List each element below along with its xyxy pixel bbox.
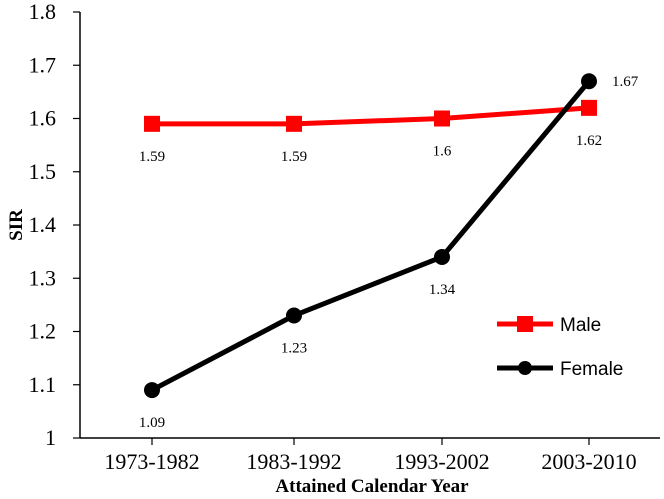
female-data-label: 1.09 — [139, 415, 165, 431]
female-data-label: 1.23 — [281, 341, 307, 357]
y-tick-label: 1.7 — [29, 52, 57, 77]
male-series-line — [152, 105, 590, 127]
male-data-point — [434, 110, 450, 127]
male-data-label: 1.59 — [281, 149, 307, 165]
y-axis-ticks: 1 1.1 1.2 1.3 1.4 1.5 1.6 1.7 1.8 — [29, 0, 80, 450]
male-data-label: 1.59 — [139, 149, 165, 165]
female-data-point — [581, 73, 597, 90]
x-tick-label: 1993-2002 — [394, 449, 489, 474]
female-data-point — [144, 382, 160, 399]
x-axis-title: Attained Calendar Year — [275, 476, 469, 497]
y-tick-label: 1.6 — [29, 106, 57, 131]
legend: Male Female — [497, 315, 623, 380]
y-tick-label: 1.4 — [29, 212, 57, 237]
male-data-point — [144, 115, 160, 132]
female-legend-label: Female — [560, 359, 623, 380]
x-tick-label: 1983-1992 — [246, 449, 341, 474]
male-legend-marker — [517, 316, 533, 332]
male-data-point — [286, 115, 302, 132]
male-legend-label: Male — [560, 315, 601, 336]
y-tick-label: 1.3 — [29, 265, 57, 290]
y-axis-title: SIR — [6, 209, 27, 241]
y-tick-label: 1.5 — [29, 159, 57, 184]
female-legend-marker — [518, 361, 532, 375]
female-data-point — [286, 307, 302, 324]
data-label-layer: 1.59 1.59 1.6 1.62 1.09 1.23 1.34 1.67 — [139, 74, 639, 431]
female-series-line — [150, 79, 591, 393]
x-tick-label: 2003-2010 — [541, 449, 636, 474]
x-tick-label: 1973-1982 — [104, 449, 199, 474]
y-tick-label: 1.8 — [29, 0, 57, 24]
x-axis-ticks: 1973-1982 1983-1992 1993-2002 2003-2010 — [104, 438, 637, 474]
series-layer — [144, 73, 597, 399]
y-tick-label: 1 — [45, 425, 56, 450]
y-tick-label: 1.1 — [29, 372, 57, 397]
male-data-label: 1.6 — [433, 144, 452, 160]
female-data-label: 1.67 — [612, 74, 639, 90]
y-tick-label: 1.2 — [29, 319, 57, 344]
male-data-point — [581, 99, 597, 116]
female-data-label: 1.34 — [429, 282, 456, 298]
male-data-label: 1.62 — [576, 133, 602, 149]
female-data-point — [434, 248, 450, 265]
